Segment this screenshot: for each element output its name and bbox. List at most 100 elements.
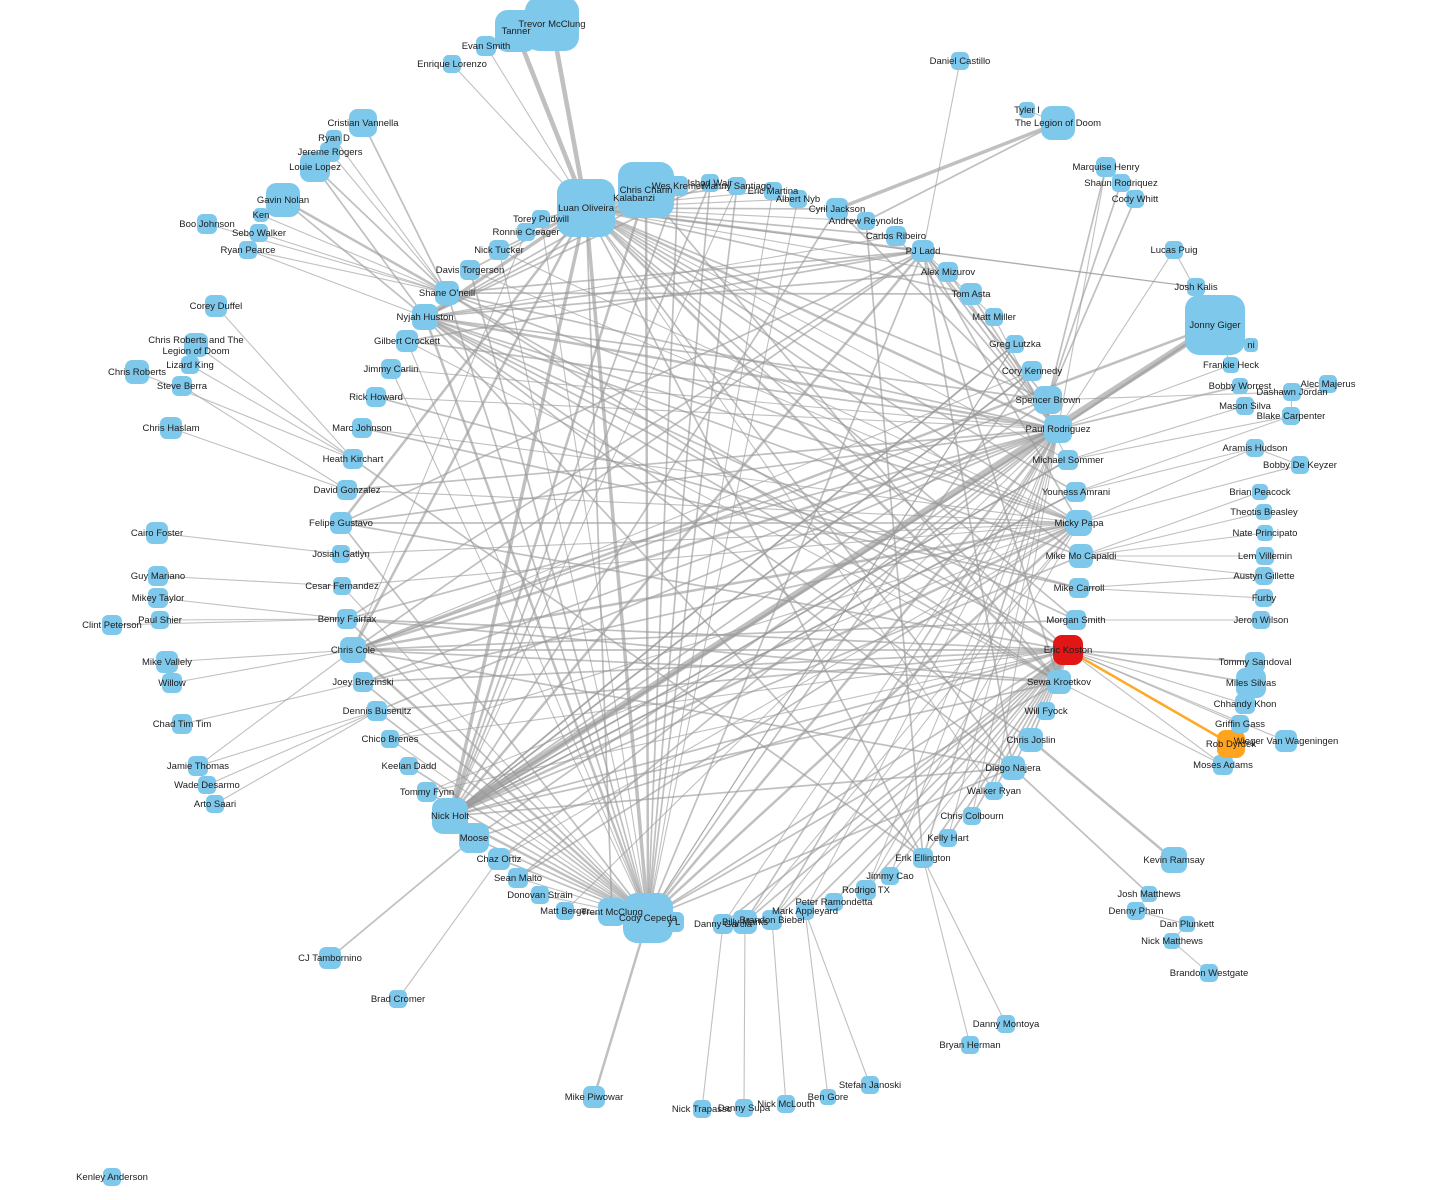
graph-node-kalabanzi[interactable] <box>619 183 649 213</box>
graph-node-nick-mclouth[interactable] <box>777 1095 795 1113</box>
graph-node-micky-papa[interactable] <box>1066 510 1092 536</box>
graph-node-eric-koston[interactable] <box>1053 635 1083 665</box>
graph-node-erik-ellington[interactable] <box>913 848 933 868</box>
graph-node-brian-peacock[interactable] <box>1252 484 1268 500</box>
graph-node-paul-shier[interactable] <box>151 611 169 629</box>
graph-node-guy-mariano[interactable] <box>148 566 168 586</box>
graph-node-chico-brenes[interactable] <box>381 730 399 748</box>
graph-node-cairo-foster[interactable] <box>146 522 168 544</box>
graph-node-lizard-king[interactable] <box>181 356 199 374</box>
graph-node-tom-asta[interactable] <box>960 283 982 305</box>
graph-node-gavin-nolan[interactable] <box>266 183 300 217</box>
graph-node-alex-mizurov[interactable] <box>938 262 958 282</box>
graph-node-manny-santiago[interactable] <box>728 177 746 195</box>
graph-node-sebo-walker[interactable] <box>250 224 268 242</box>
graph-node-jamie-thomas[interactable] <box>188 756 208 776</box>
graph-node-heath-kirchart[interactable] <box>343 449 363 469</box>
graph-node-joey-brezinski[interactable] <box>353 672 373 692</box>
graph-node-marc-johnson[interactable] <box>352 418 372 438</box>
graph-node-nick-trapasso[interactable] <box>693 1100 711 1118</box>
graph-node-youness-amrani[interactable] <box>1066 482 1086 502</box>
graph-node-felipe-gustavo[interactable] <box>330 512 352 534</box>
graph-node-louie-lopez[interactable] <box>300 152 330 182</box>
graph-node-lem-villemin[interactable] <box>1256 547 1274 565</box>
graph-node-arto-saari[interactable] <box>206 795 224 813</box>
graph-node-walker-ryan[interactable] <box>985 782 1003 800</box>
graph-node-jonny-giger[interactable] <box>1185 295 1245 355</box>
graph-node-wieger-van-wageningen[interactable] <box>1275 730 1297 752</box>
graph-node-jeron-wilson[interactable] <box>1252 611 1270 629</box>
graph-node-austyn-gillette[interactable] <box>1255 567 1273 585</box>
graph-node-enrique-lorenzo[interactable] <box>443 55 461 73</box>
graph-node-furby[interactable] <box>1255 589 1273 607</box>
graph-node-greg-lutzka[interactable] <box>1006 335 1024 353</box>
graph-node-albert-nyb[interactable] <box>789 190 807 208</box>
graph-node-spencer-brown[interactable] <box>1034 386 1062 414</box>
graph-node-kenley-anderson[interactable] <box>103 1168 121 1186</box>
graph-node-cyril-jackson[interactable] <box>826 198 848 220</box>
graph-node-diego-najera[interactable] <box>1001 756 1025 780</box>
graph-node-blake-carpenter[interactable] <box>1282 407 1300 425</box>
graph-node-chris-roberts[interactable] <box>125 360 149 384</box>
graph-node-luan-oliveira[interactable] <box>557 179 615 237</box>
graph-node-ishod-wair[interactable] <box>701 174 719 192</box>
graph-node-dan-plunkett[interactable] <box>1179 916 1195 932</box>
graph-node-alec-majerus[interactable] <box>1319 375 1337 393</box>
graph-node-david-gonzalez[interactable] <box>337 480 357 500</box>
graph-node-danny-montoya[interactable] <box>997 1015 1015 1033</box>
graph-node-michael-sommer[interactable] <box>1058 450 1078 470</box>
graph-node-cj-tambornino[interactable] <box>319 947 341 969</box>
graph-node-bryan-herman[interactable] <box>961 1036 979 1054</box>
graph-node-billy-marks[interactable] <box>733 910 757 934</box>
graph-node-cesar-fernandez[interactable] <box>333 577 351 595</box>
graph-node-corey-duffel[interactable] <box>205 295 227 317</box>
graph-node-wade-desarmo[interactable] <box>198 776 216 794</box>
graph-node-davis-torgerson[interactable] <box>460 260 480 280</box>
graph-node-tyler-i[interactable] <box>1019 102 1035 118</box>
graph-node-rodrigo-tx[interactable] <box>856 880 876 900</box>
graph-node-danny-supa[interactable] <box>735 1099 753 1117</box>
graph-node-josiah-gatlyn[interactable] <box>332 545 350 563</box>
graph-node-sean-malto[interactable] <box>508 868 528 888</box>
graph-node-danny-garcia[interactable] <box>713 914 733 934</box>
graph-node-mike-piwowar[interactable] <box>583 1086 605 1108</box>
graph-node-nyjah-huston[interactable] <box>412 304 438 330</box>
graph-node-mikey-taylor[interactable] <box>148 588 168 608</box>
graph-node-cory-kennedy[interactable] <box>1022 361 1042 381</box>
graph-node-will-fyock[interactable] <box>1037 702 1055 720</box>
graph-node-ben-gore[interactable] <box>820 1089 836 1105</box>
graph-node-rob-dyrdek[interactable] <box>1217 730 1245 758</box>
graph-node-mike-mo-capaldi[interactable] <box>1069 544 1093 568</box>
graph-node-ryan-pearce[interactable] <box>239 241 257 259</box>
graph-node-brandon-westgate[interactable] <box>1200 964 1218 982</box>
graph-node-gilbert-crockett[interactable] <box>396 330 418 352</box>
graph-node-willow[interactable] <box>162 673 182 693</box>
graph-node-torey-pudwill[interactable] <box>532 210 550 228</box>
graph-node-jimmy-cao[interactable] <box>881 867 899 885</box>
graph-node-boo-johnson[interactable] <box>197 214 217 234</box>
graph-node-tommy-sandoval[interactable] <box>1245 652 1265 672</box>
graph-node-josh-matthews[interactable] <box>1141 886 1157 902</box>
graph-node-frankie-heck[interactable] <box>1223 357 1239 373</box>
graph-node-chad-tim-tim[interactable] <box>172 714 192 734</box>
graph-node-cristian-vannella[interactable] <box>349 109 377 137</box>
graph-node-evan-smith[interactable] <box>476 36 496 56</box>
graph-node-sewa-kroetkov[interactable] <box>1047 670 1071 694</box>
graph-node-griffin-gass[interactable] <box>1231 715 1249 733</box>
graph-node-chris-haslam[interactable] <box>160 417 182 439</box>
graph-node-trent-mcclung[interactable] <box>598 898 626 926</box>
graph-node-matt-berger[interactable] <box>556 902 574 920</box>
graph-node-shane-o-neill[interactable] <box>435 281 459 305</box>
graph-node-y-l[interactable] <box>664 912 684 932</box>
graph-node-ni[interactable] <box>1244 338 1258 352</box>
graph-node-brad-cromer[interactable] <box>389 990 407 1008</box>
graph-node-chhandy-khon[interactable] <box>1235 694 1255 714</box>
graph-node-marquise-henry[interactable] <box>1096 157 1116 177</box>
graph-node-pj-ladd[interactable] <box>912 240 934 262</box>
graph-node-jimmy-carlin[interactable] <box>381 359 401 379</box>
graph-node-chaz-ortiz[interactable] <box>488 848 510 870</box>
graph-node-kevin-ramsay[interactable] <box>1161 847 1187 873</box>
graph-node-eric-martina[interactable] <box>764 182 782 200</box>
graph-node-nick-matthews[interactable] <box>1164 933 1180 949</box>
graph-node-bobby-worrest[interactable] <box>1232 378 1248 394</box>
